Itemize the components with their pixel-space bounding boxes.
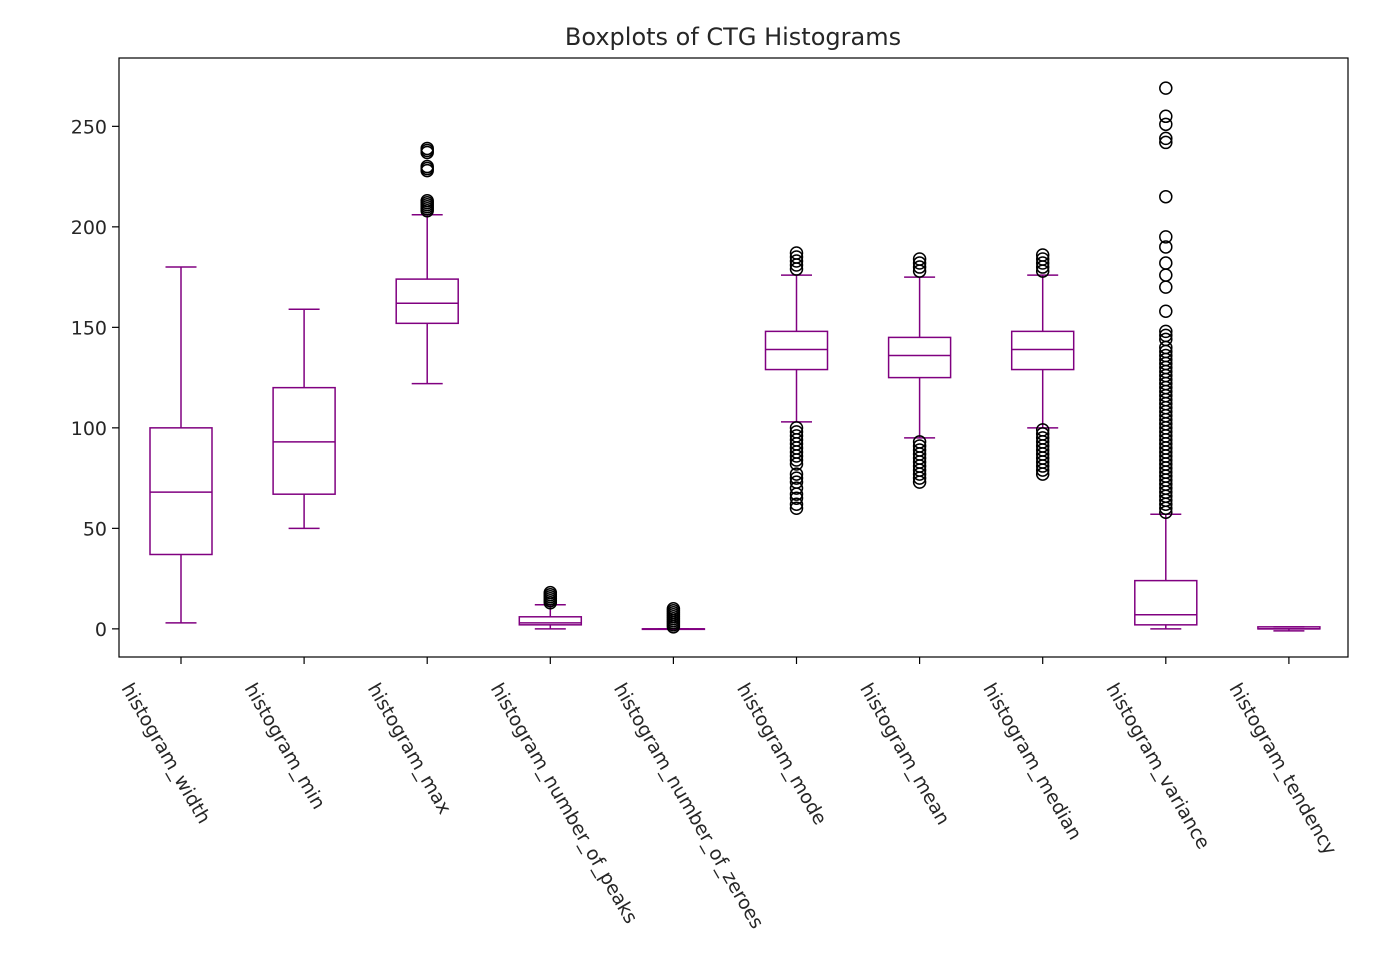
outlier-point — [1035, 427, 1050, 441]
box-histogram-median — [1010, 248, 1075, 481]
box-histogram-tendency — [1257, 626, 1321, 632]
outlier-point — [1159, 304, 1173, 319]
box — [272, 386, 336, 495]
outlier-point — [1159, 280, 1173, 294]
box-histogram-max — [395, 141, 459, 385]
box-histogram-mode — [764, 246, 829, 516]
outlier-point — [420, 193, 434, 208]
outlier-point — [789, 471, 804, 485]
x-tick-label: histogram_number_of_peaks — [486, 680, 642, 928]
x-tick-label: histogram_tendency — [1225, 680, 1341, 859]
outlier-point — [789, 491, 804, 505]
outlier-point — [789, 429, 804, 443]
outlier-point — [789, 475, 804, 489]
outlier-point — [420, 159, 434, 174]
outlier-point — [1159, 324, 1173, 339]
outlier-point — [912, 252, 927, 266]
outlier-point — [1159, 240, 1173, 254]
outlier-point — [912, 256, 927, 270]
box-histogram-number-of-peaks — [518, 585, 583, 630]
outlier-point — [912, 260, 927, 274]
outlier-point — [1159, 348, 1173, 363]
outlier-point — [789, 501, 804, 516]
axes-frame — [118, 57, 1349, 658]
outlier-point — [420, 141, 434, 156]
x-tick-label: histogram_mean — [855, 680, 954, 829]
outlier-point — [912, 443, 927, 457]
plot-area — [149, 81, 1321, 634]
box — [518, 616, 583, 626]
outlier-point — [789, 250, 804, 264]
box-histogram-number-of-zeroes — [641, 602, 706, 634]
outlier-point — [789, 246, 804, 260]
box — [395, 278, 459, 325]
outlier-point — [912, 439, 927, 453]
outlier-point — [789, 481, 804, 495]
outlier-point — [666, 602, 681, 616]
x-tick-label: histogram_min — [240, 680, 330, 814]
box-histogram-width — [149, 266, 213, 624]
y-tick-label: 250 — [71, 116, 107, 138]
outlier-point — [1159, 256, 1173, 270]
outlier-point — [1035, 423, 1050, 437]
x-tick-label: histogram_number_of_zeroes — [609, 680, 768, 933]
x-tick-label: histogram_width — [117, 680, 215, 828]
outlier-point — [1035, 256, 1050, 270]
y-tick-label: 100 — [71, 418, 107, 440]
outlier-point — [1035, 248, 1050, 262]
outlier-point — [1159, 109, 1173, 124]
outlier-point — [543, 585, 558, 600]
chart-title: Boxplots of CTG Histograms — [565, 23, 901, 51]
x-axis: histogram_width histogram_min histogram_ma… — [117, 657, 1341, 933]
outlier-point — [1159, 131, 1173, 146]
outlier-point — [789, 254, 804, 268]
outlier-point — [1035, 431, 1050, 445]
box — [887, 336, 952, 379]
x-tick-label: histogram_mode — [732, 680, 831, 829]
outlier-point — [789, 497, 804, 511]
y-tick-label: 200 — [71, 217, 107, 239]
outlier-point — [1159, 81, 1173, 95]
box — [764, 330, 829, 371]
box-histogram-min — [272, 308, 336, 530]
outlier-point — [1159, 135, 1173, 150]
outlier-point — [1159, 332, 1173, 347]
outlier-point — [1035, 252, 1050, 266]
outlier-point — [1159, 328, 1173, 343]
y-tick-label: 50 — [83, 518, 107, 540]
outlier-point — [789, 467, 804, 481]
box — [1010, 330, 1075, 371]
y-axis: 0 50 100 150 200 250 — [71, 116, 119, 641]
outlier-point — [789, 425, 804, 439]
x-tick-label: histogram_max — [363, 680, 456, 818]
outlier-point — [1159, 117, 1173, 132]
y-tick-label: 150 — [71, 317, 107, 339]
outlier-point — [1159, 230, 1173, 244]
outlier-point — [1159, 268, 1173, 282]
x-tick-label: histogram_median — [978, 680, 1086, 844]
box — [149, 427, 213, 556]
x-tick-label: histogram_variance — [1101, 680, 1214, 853]
box-histogram-mean — [887, 252, 952, 489]
outlier-point — [789, 421, 804, 435]
box-histogram-variance — [1134, 81, 1198, 630]
box — [1134, 579, 1198, 626]
outlier-point — [912, 435, 927, 449]
y-tick-label: 0 — [95, 619, 107, 641]
outlier-point — [1159, 189, 1173, 204]
